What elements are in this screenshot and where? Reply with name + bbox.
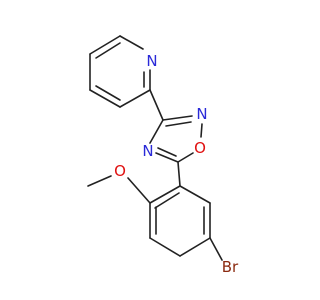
- background: [0, 0, 300, 300]
- bond: [127, 177, 151, 204]
- bond: [177, 161, 181, 187]
- bond: [179, 185, 211, 204]
- atom-label: O: [114, 162, 126, 180]
- bond: [87, 175, 112, 187]
- bond: [95, 42, 121, 59]
- bond: [89, 35, 121, 55]
- bond: [149, 185, 181, 204]
- atom-label: N: [142, 142, 153, 160]
- bond: [209, 237, 223, 261]
- bond: [200, 123, 203, 138]
- bond: [149, 119, 164, 144]
- bond: [149, 237, 181, 257]
- atom-label: Br: [222, 258, 239, 276]
- bond: [149, 89, 164, 121]
- atom-label: N: [146, 52, 157, 70]
- bond: [177, 152, 194, 163]
- bond: [162, 115, 193, 121]
- molecule-diagram: N N O N O Br: [0, 0, 300, 300]
- bond: [95, 85, 121, 101]
- bond: [179, 237, 211, 257]
- atom-label: N: [196, 105, 207, 123]
- bond: [119, 35, 144, 50]
- atom-labels: N N O N O Br: [114, 52, 239, 276]
- bond: [119, 89, 151, 108]
- bond: [165, 121, 192, 127]
- bond: [157, 147, 177, 157]
- bond: [89, 89, 121, 108]
- bond: [154, 192, 180, 209]
- bonds: [87, 35, 223, 261]
- bond: [155, 152, 179, 163]
- atom-label: O: [194, 139, 206, 157]
